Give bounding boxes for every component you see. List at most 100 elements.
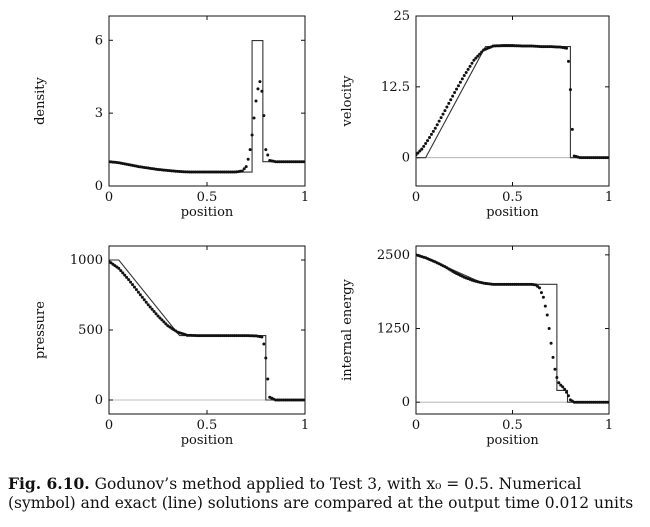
pressure-numerical-point — [129, 280, 133, 284]
internal-energy-ytick-label: 1250 — [377, 322, 410, 337]
internal-energy-numerical-point — [607, 400, 609, 404]
velocity-numerical-point — [476, 54, 480, 58]
velocity-numerical-point — [474, 56, 478, 60]
internal-energy-numerical-point — [547, 327, 551, 331]
velocity-numerical-point — [460, 77, 464, 81]
pressure-numerical-point — [127, 278, 131, 282]
pressure-numerical-point — [156, 314, 160, 318]
density-numerical-point — [303, 160, 305, 164]
velocity-numerical-point — [422, 144, 426, 148]
velocity-numerical-point — [566, 59, 570, 63]
velocity-numerical-point — [418, 149, 422, 153]
density-numerical-point — [266, 153, 270, 157]
velocity-xtick-label: 0 — [412, 190, 420, 205]
pressure-numerical-point — [260, 335, 264, 339]
pressure-numerical-point — [144, 300, 148, 304]
internal-energy-plot-frame — [415, 245, 610, 415]
pressure-numerical-point — [160, 318, 164, 322]
internal-energy-numerical-point — [553, 367, 557, 371]
internal-energy-numerical-point — [541, 295, 545, 299]
pressure-numerical-point — [142, 298, 146, 302]
internal-energy-ytick-label: 0 — [402, 395, 410, 410]
pressure-numerical-point — [119, 269, 123, 273]
velocity-exact-line — [416, 46, 609, 159]
internal-energy-numerical-point — [563, 387, 567, 391]
internal-energy-numerical-point — [559, 383, 563, 387]
density-numerical-point — [254, 99, 258, 103]
velocity-ytick-label: 12.5 — [381, 80, 410, 95]
internal-energy-panel: 0 0.5 1 0 1250 2500 position internal energy — [340, 245, 613, 448]
pressure-numerical-point — [148, 305, 152, 309]
velocity-numerical-point — [478, 52, 482, 56]
pressure-numerical-point — [266, 377, 270, 381]
internal-energy-numerical-point — [549, 341, 553, 345]
velocity-numerical-point — [458, 80, 462, 84]
internal-energy-xtick-label: 0 — [412, 418, 420, 433]
velocity-numerical-point — [607, 156, 609, 160]
figure-caption: Fig. 6.10. Godunov’s method applied to T… — [8, 474, 644, 513]
velocity-numerical-point — [431, 129, 435, 133]
pressure-numerical-point — [125, 275, 129, 279]
velocity-x-axis-label: position — [486, 205, 539, 220]
density-numerical-point — [240, 169, 244, 173]
velocity-numerical-point — [462, 74, 466, 77]
pressure-numerical-point — [117, 266, 121, 270]
pressure-xtick-label: 0 — [105, 418, 113, 433]
velocity-numerical-point — [453, 91, 457, 94]
internal-energy-numerical-point — [538, 286, 542, 290]
pressure-plot-frame — [108, 245, 306, 415]
density-numerical-point — [256, 87, 260, 91]
pressure-y-axis-label: pressure — [33, 301, 48, 359]
velocity-ytick-label: 25 — [393, 9, 410, 24]
density-xtick-label: 0.5 — [197, 190, 218, 205]
density-xtick-label: 1 — [301, 190, 309, 205]
velocity-numerical-point — [472, 58, 476, 62]
pressure-numerical-point — [123, 273, 127, 277]
density-numerical-point — [258, 80, 262, 84]
density-numerical-point — [252, 116, 256, 120]
pressure-numerical-point — [158, 316, 162, 320]
figure: 0 0.5 1 0 3 6 position density 0 0.5 1 0 12.5 25 posit… — [33, 9, 613, 448]
velocity-numerical-point — [416, 151, 420, 155]
pressure-numerical-point — [154, 312, 158, 316]
velocity-numerical-point — [449, 98, 453, 102]
internal-energy-xtick-label: 0.5 — [502, 418, 523, 433]
pressure-numerical-point — [152, 310, 156, 314]
pressure-exact-line — [109, 259, 305, 401]
pressure-numerical-point — [136, 290, 140, 294]
pressure-numerical-point — [121, 271, 125, 275]
pressure-xtick-label: 1 — [301, 418, 309, 433]
velocity-y-axis-label: velocity — [340, 75, 355, 128]
velocity-numerical-point — [437, 119, 441, 123]
velocity-numerical-point — [439, 116, 443, 120]
velocity-xtick-label: 0.5 — [502, 190, 523, 205]
velocity-numerical-point — [468, 64, 472, 68]
internal-energy-ytick-label: 2500 — [377, 248, 410, 263]
internal-energy-numerical-point — [565, 390, 569, 394]
caption-text: Godunov’s method applied to Test 3, with… — [8, 475, 634, 512]
pressure-numerical-point — [131, 283, 135, 287]
density-numerical-point — [262, 114, 266, 118]
pressure-numerical-point — [264, 356, 268, 360]
internal-energy-xtick-label: 1 — [605, 418, 613, 433]
density-numerical-point — [244, 165, 248, 169]
pressure-numerical-point — [303, 398, 305, 402]
velocity-numerical-point — [565, 46, 569, 50]
velocity-numerical-point — [420, 147, 424, 151]
velocity-numerical-point — [470, 61, 474, 65]
pressure-numerical-point — [146, 303, 150, 307]
pressure-numerical-point — [164, 322, 168, 326]
velocity-numerical-point — [570, 127, 574, 131]
internal-energy-numerical-point — [566, 394, 570, 398]
pressure-x-axis-label: position — [181, 433, 234, 448]
velocity-numerical-point — [464, 70, 468, 74]
internal-energy-x-axis-label: position — [486, 433, 539, 448]
pressure-ytick-label: 500 — [78, 323, 103, 338]
velocity-numerical-point — [568, 88, 572, 92]
velocity-numerical-point — [466, 67, 470, 71]
velocity-numerical-point — [451, 94, 455, 98]
density-xtick-label: 0 — [105, 190, 113, 205]
pressure-numerical-point — [262, 342, 266, 346]
density-exact-line — [109, 39, 305, 173]
density-ytick-label: 6 — [95, 33, 103, 48]
